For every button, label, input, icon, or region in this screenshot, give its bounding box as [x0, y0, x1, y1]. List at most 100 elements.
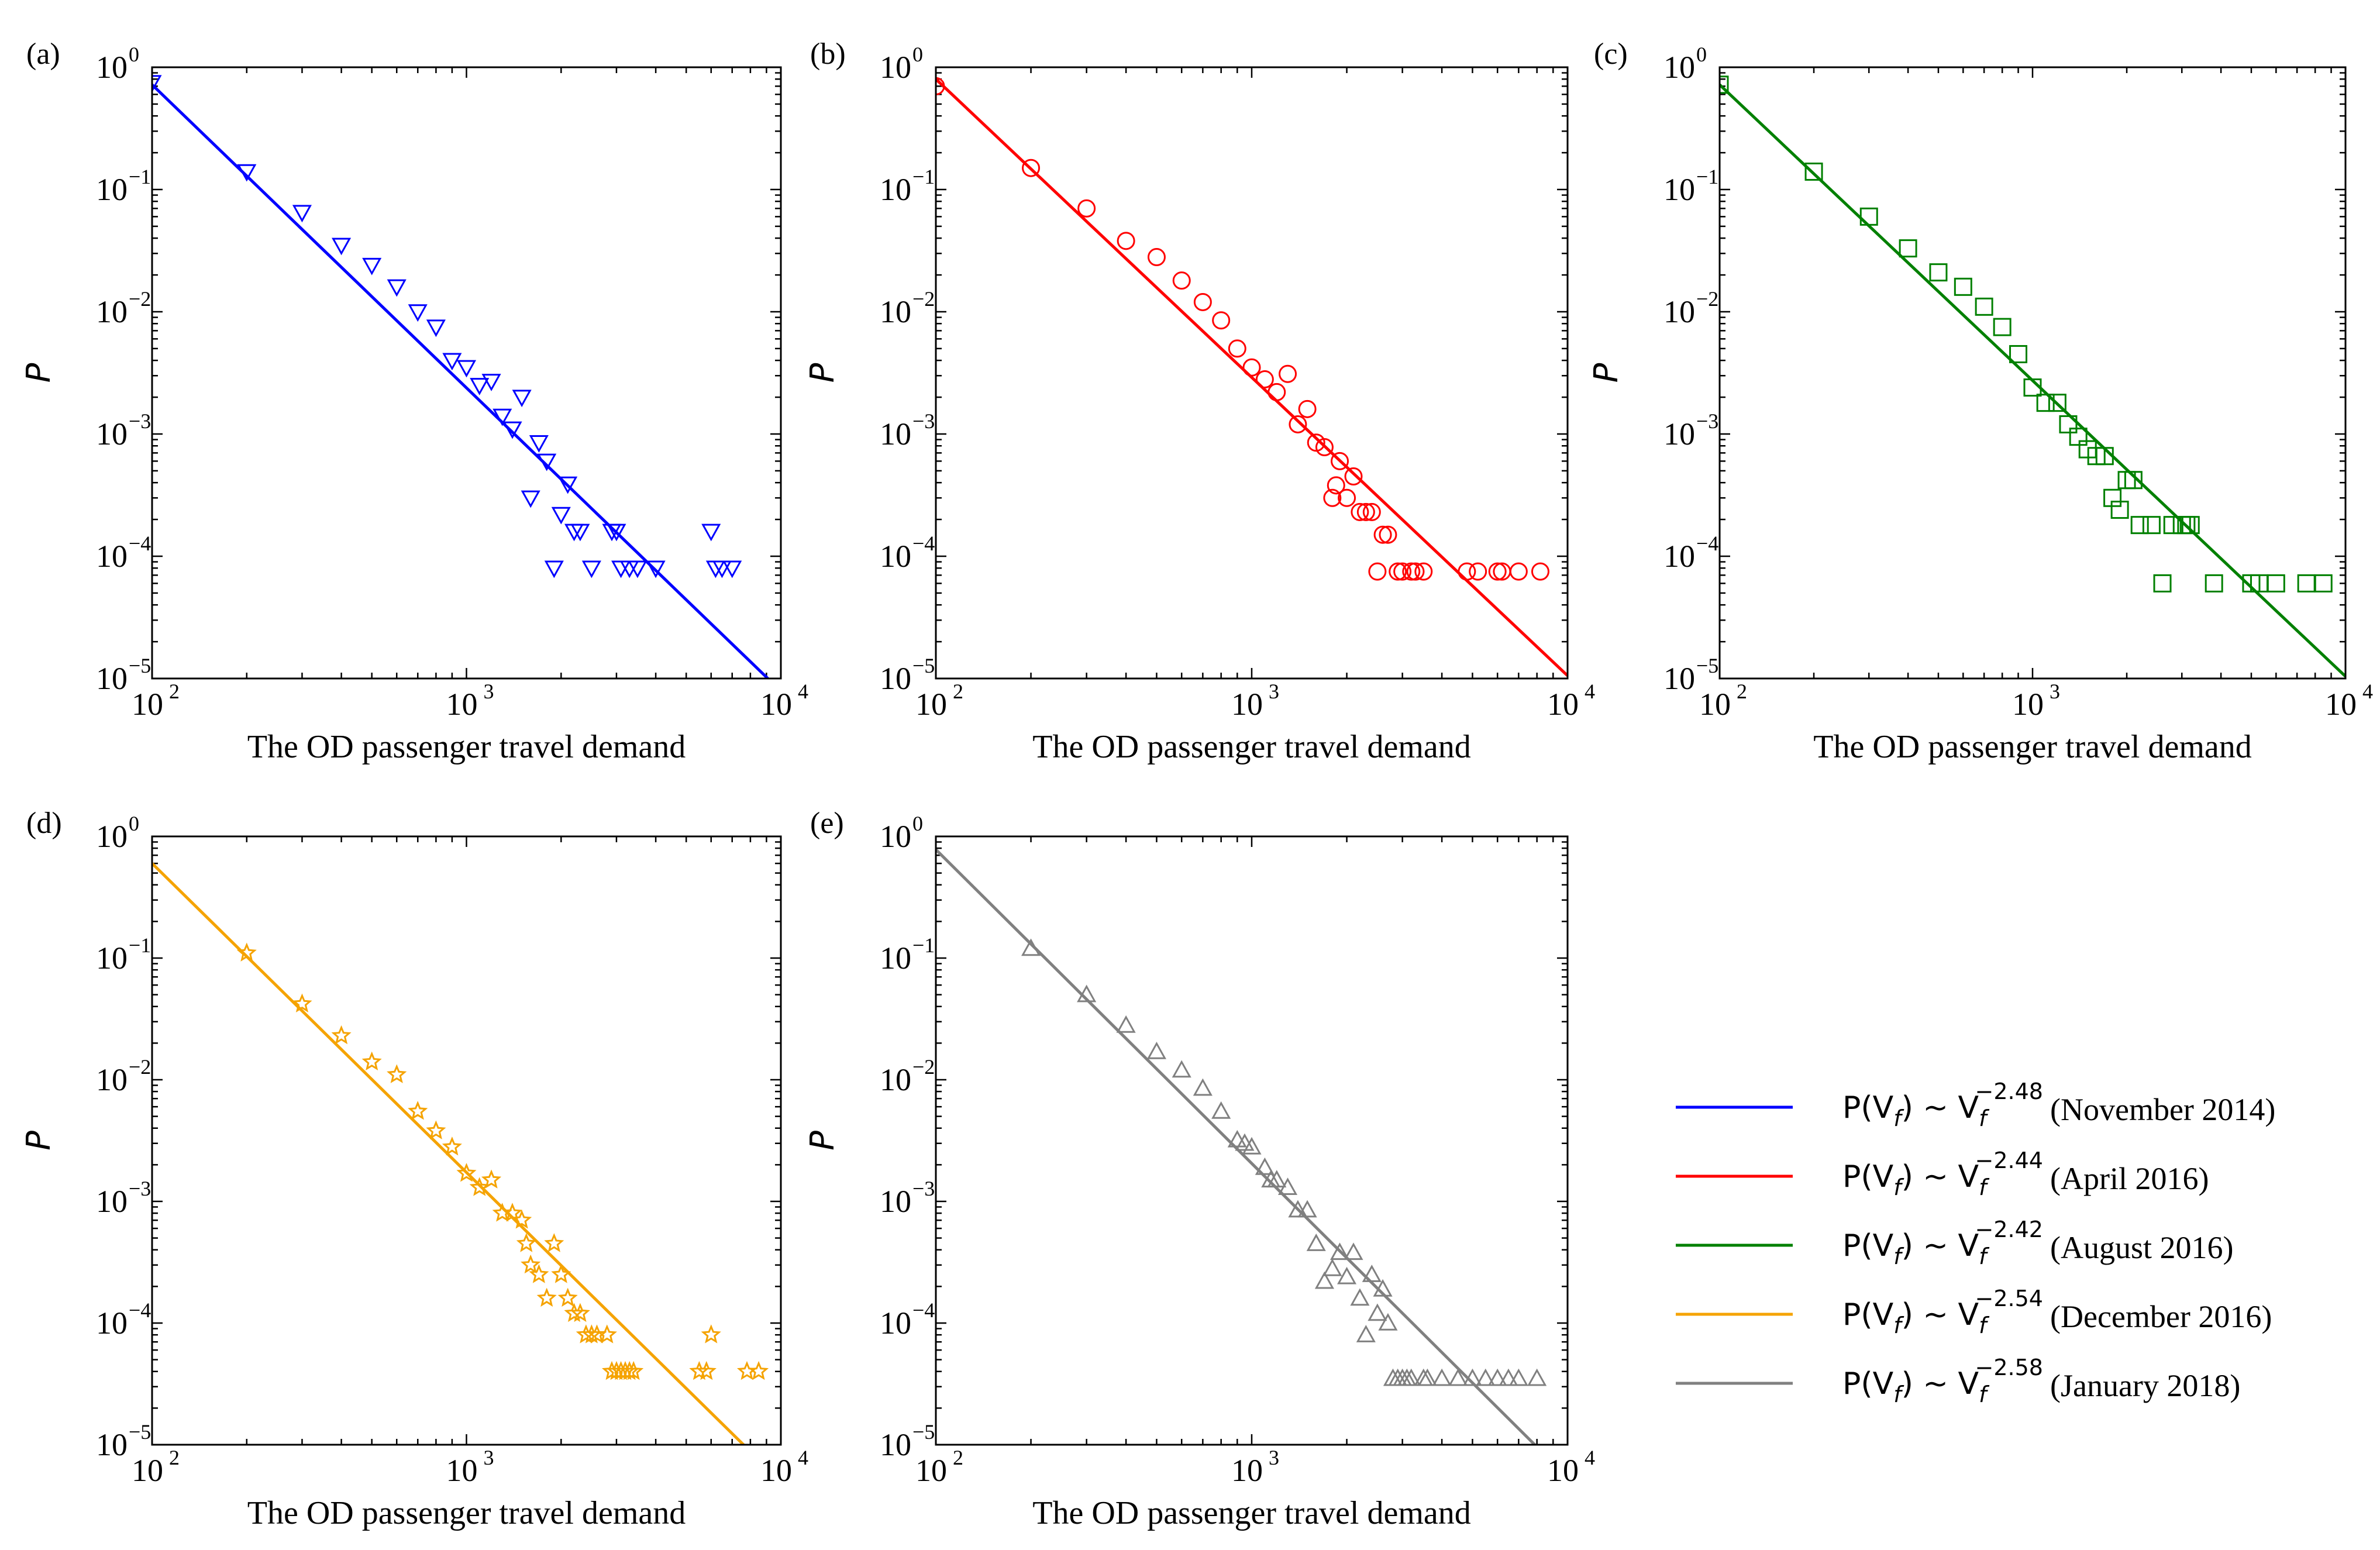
data-point — [581, 560, 601, 578]
y-tick-label-exponent: −2 — [912, 1055, 935, 1079]
y-tick-label: 10 — [96, 941, 128, 976]
x-tick-label: 10 — [760, 1453, 792, 1488]
y-tick-label-exponent: −2 — [129, 287, 151, 311]
data-point — [1117, 232, 1135, 250]
y-tick-label-exponent: 0 — [912, 812, 923, 835]
data-point — [2181, 516, 2200, 535]
y-axis-title: P — [1587, 363, 1625, 383]
data-point — [646, 560, 666, 578]
data-point — [1172, 1060, 1191, 1078]
x-tick-label: 10 — [915, 687, 947, 722]
x-tick-label-exponent: 2 — [1737, 680, 1747, 703]
legend-entry: P(Vf) ~ Vf−2.58(January 2018) — [1676, 1355, 2240, 1407]
x-tick-label-exponent: 2 — [953, 1446, 963, 1469]
x-tick-label-exponent: 3 — [484, 1446, 494, 1469]
data-point — [2059, 415, 2078, 433]
data-point — [581, 1324, 602, 1344]
data-point — [236, 942, 257, 962]
data-point — [1448, 1368, 1468, 1386]
y-tick-label-exponent: −1 — [1696, 165, 1718, 188]
legend-formula: P(Vf) ~ Vf−2.54 — [1842, 1286, 2043, 1338]
fit-line — [936, 848, 1537, 1445]
data-point — [408, 1101, 428, 1120]
legend-formula: P(Vf) ~ Vf−2.44 — [1842, 1148, 2043, 1200]
data-point — [456, 360, 477, 378]
x-tick-label: 10 — [760, 687, 792, 722]
data-point — [1993, 318, 2012, 336]
data-point — [570, 1303, 590, 1322]
data-point — [2297, 574, 2316, 593]
legend-entry: P(Vf) ~ Vf−2.44(April 2016) — [1676, 1148, 2209, 1200]
data-point — [1288, 1200, 1308, 1218]
data-points — [1720, 75, 2333, 593]
y-tick-label-exponent: −5 — [129, 1420, 151, 1444]
x-tick-label-exponent: 4 — [1585, 680, 1595, 703]
x-axis-title: The OD passenger travel demand — [247, 1495, 686, 1531]
data-point — [1307, 433, 1325, 452]
y-tick-label: 10 — [1663, 661, 1695, 696]
data-point — [1929, 263, 1948, 282]
data-point — [1432, 1368, 1452, 1386]
data-point — [544, 1233, 564, 1252]
data-point — [558, 476, 578, 494]
y-tick-label: 10 — [1663, 294, 1695, 329]
data-point — [1356, 502, 1375, 521]
data-point — [512, 390, 532, 408]
data-point — [557, 1287, 578, 1307]
data-point — [521, 490, 540, 508]
legend-label: (August 2016) — [2050, 1230, 2233, 1265]
data-point — [2023, 378, 2042, 397]
data-point — [529, 1264, 549, 1283]
y-tick-label-exponent: −1 — [129, 934, 151, 957]
data-point — [1315, 438, 1334, 457]
data-point — [516, 1233, 536, 1252]
y-tick-label-exponent: 0 — [912, 43, 923, 66]
y-tick-label: 10 — [96, 1306, 128, 1341]
x-tick-label: 10 — [1231, 687, 1263, 722]
ticks — [935, 836, 1568, 1446]
data-point — [1297, 1200, 1317, 1218]
data-point — [1268, 383, 1286, 401]
y-tick-label: 10 — [1663, 416, 1695, 452]
data-point — [361, 1051, 382, 1071]
data-point — [2009, 345, 2028, 363]
data-point — [469, 1177, 490, 1196]
data-point — [442, 1136, 462, 1156]
y-tick-label: 10 — [880, 1062, 911, 1097]
x-axis-title: The OD passenger travel demand — [1032, 1495, 1471, 1531]
data-point — [1331, 452, 1349, 470]
y-tick-label: 10 — [1663, 539, 1695, 574]
panel-label: (b) — [810, 37, 846, 71]
data-point — [551, 507, 571, 525]
x-tick-label-exponent: 3 — [484, 680, 494, 703]
data-point — [2048, 394, 2066, 412]
x-tick-label: 10 — [132, 687, 163, 722]
data-point — [1527, 1368, 1547, 1386]
x-tick-label: 10 — [915, 1453, 947, 1488]
data-point — [1859, 207, 1878, 226]
x-tick-label: 10 — [446, 1453, 478, 1488]
y-axis-title: P — [804, 1131, 842, 1151]
data-point — [619, 560, 639, 578]
data-point — [426, 319, 446, 337]
y-tick-label: 10 — [96, 661, 128, 696]
data-point — [152, 75, 162, 93]
data-point — [521, 1254, 541, 1274]
data-point — [1720, 75, 1729, 94]
y-tick-label-exponent: −4 — [912, 1298, 935, 1322]
data-point — [1267, 1170, 1287, 1188]
data-point — [1401, 1368, 1421, 1386]
data-point — [2110, 501, 2129, 519]
x-tick-label: 10 — [2012, 687, 2044, 722]
data-point — [502, 1203, 523, 1222]
data-point — [1373, 1279, 1393, 1297]
fit-line — [936, 78, 1568, 677]
y-tick-label-exponent: −1 — [912, 934, 935, 957]
data-point — [1508, 1368, 1528, 1386]
data-point — [492, 408, 512, 426]
data-point — [1172, 271, 1191, 290]
data-point — [1323, 488, 1342, 507]
legend-label: (January 2018) — [2050, 1368, 2240, 1403]
x-tick-label-exponent: 2 — [169, 680, 180, 703]
